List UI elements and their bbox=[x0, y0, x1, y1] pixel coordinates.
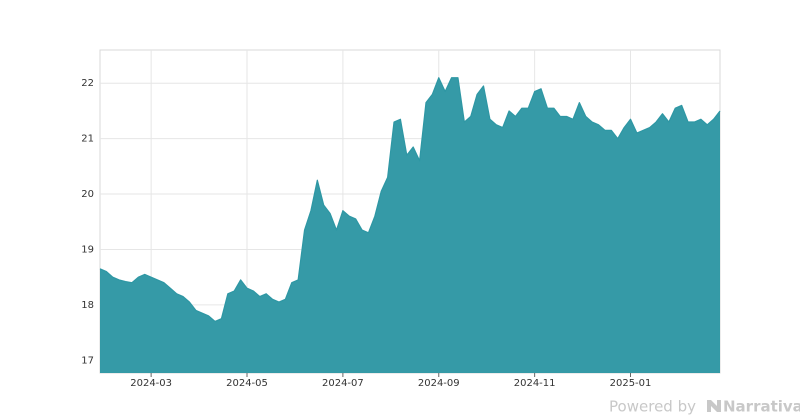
y-tick-label: 21 bbox=[81, 134, 94, 145]
brand-logo bbox=[707, 400, 721, 412]
x-tick-label: 2024-03 bbox=[130, 378, 172, 389]
y-tick-label: 18 bbox=[81, 300, 94, 311]
x-tick-label: 2024-07 bbox=[322, 378, 364, 389]
y-tick-label: 17 bbox=[81, 355, 94, 366]
area-group bbox=[99, 77, 721, 373]
x-tick-label: 2025-01 bbox=[610, 378, 652, 389]
labels: 17 18 19 20 21 22 2024-03 2024-05 2024-07 2024-09… bbox=[81, 78, 651, 389]
area bbox=[100, 77, 720, 373]
y-tick-label: 19 bbox=[81, 244, 94, 255]
x-tick-label: 2024-09 bbox=[418, 378, 460, 389]
x-tick-label: 2024-11 bbox=[514, 378, 556, 389]
footer-brand: Narrativa bbox=[723, 398, 800, 416]
x-tick-label: 2024-05 bbox=[226, 378, 268, 389]
area-line bbox=[99, 77, 721, 323]
y-tick-label: 20 bbox=[81, 189, 94, 200]
y-tick-label: 22 bbox=[81, 78, 94, 89]
footer-prefix: Powered by bbox=[609, 398, 696, 416]
